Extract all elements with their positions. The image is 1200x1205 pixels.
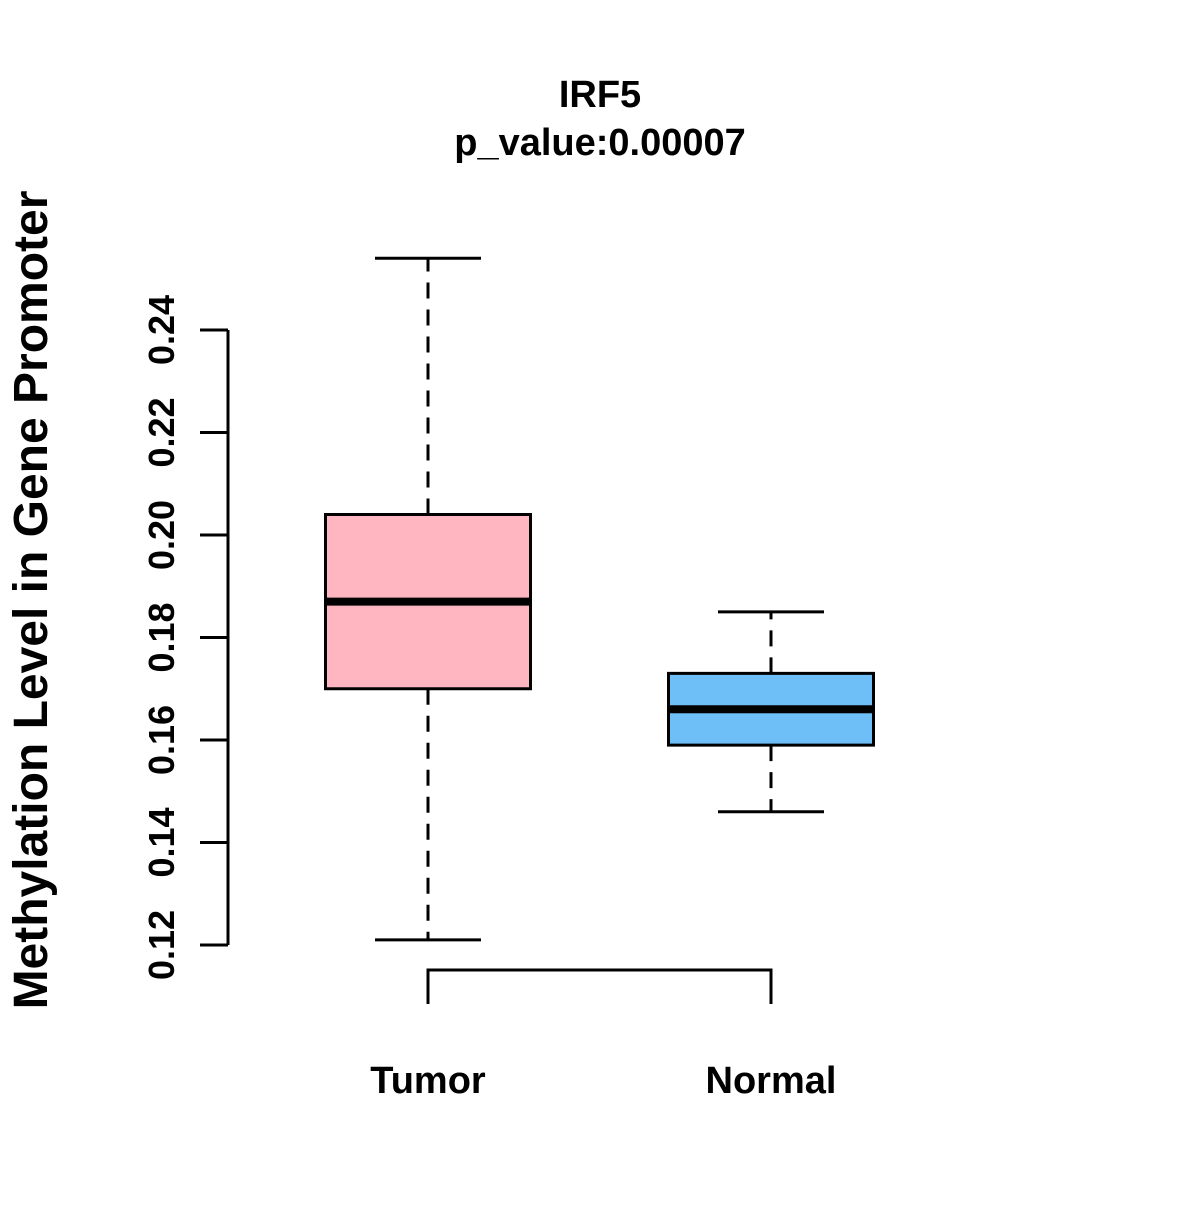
category-label-tumor: Tumor bbox=[370, 1060, 486, 1102]
y-tick-label: 0.16 bbox=[141, 705, 182, 775]
y-axis-title: Methylation Level in Gene Promoter bbox=[5, 191, 58, 1010]
chart-subtitle: p_value:0.00007 bbox=[454, 122, 746, 164]
y-tick-label: 0.22 bbox=[141, 397, 182, 467]
chart-title: IRF5 bbox=[559, 74, 641, 116]
category-label-normal: Normal bbox=[706, 1060, 837, 1102]
y-tick-label: 0.24 bbox=[141, 295, 182, 365]
category-labels: Tumor Normal bbox=[370, 1060, 836, 1102]
x-axis-bracket bbox=[426, 968, 773, 1004]
y-tick-label: 0.12 bbox=[141, 910, 182, 980]
y-tick-label: 0.18 bbox=[141, 602, 182, 672]
plot-area bbox=[324, 256, 875, 942]
y-tick-label: 0.20 bbox=[141, 500, 182, 570]
y-tick-label: 0.14 bbox=[141, 807, 182, 877]
y-axis: 0.12 0.14 0.16 0.18 0.20 0.22 0.24 bbox=[141, 295, 230, 980]
y-axis-ticks: 0.12 0.14 0.16 0.18 0.20 0.22 0.24 bbox=[141, 295, 228, 980]
